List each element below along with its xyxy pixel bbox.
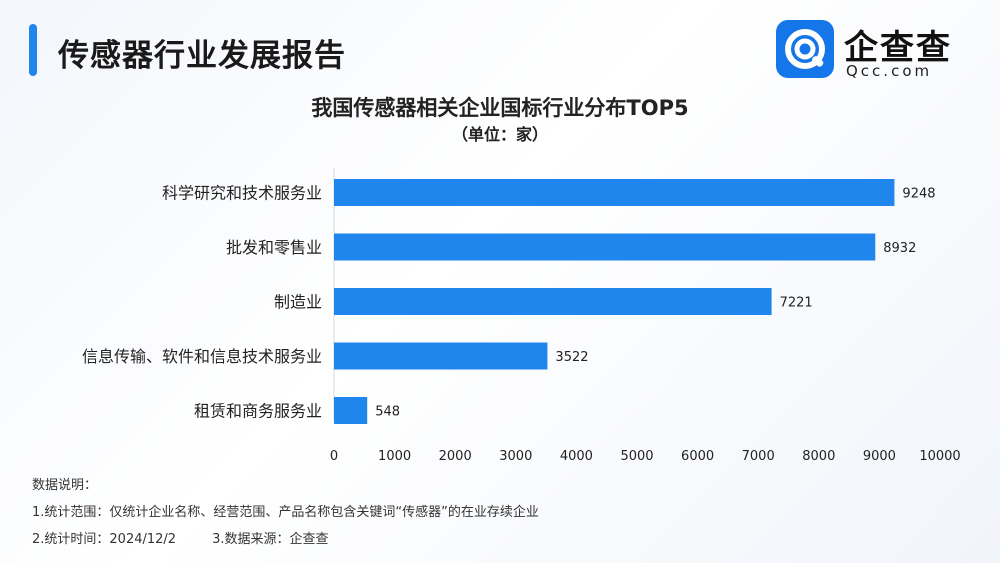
category-label-0: 科学研究和技术服务业 xyxy=(162,184,322,203)
category-label-4: 租赁和商务服务业 xyxy=(194,402,322,421)
data-label-4: 548 xyxy=(375,405,400,420)
notes-heading: 数据说明： xyxy=(32,478,98,493)
data-label-0: 9248 xyxy=(902,187,935,202)
bar-2 xyxy=(334,288,772,315)
x-tick-label-7: 7000 xyxy=(742,449,775,464)
logo-domain: Qcc.com xyxy=(846,62,933,80)
x-tick-label-6: 6000 xyxy=(681,449,714,464)
x-tick-label-2: 2000 xyxy=(439,449,472,464)
qcc-logo: 企查查 Qcc.com xyxy=(776,20,966,82)
notes-source: 3.数据来源：企查查 xyxy=(212,532,329,547)
bar-1 xyxy=(334,233,876,261)
data-label-3: 3522 xyxy=(555,350,588,365)
x-tick-label-9: 9000 xyxy=(863,449,896,464)
notes-time: 2.统计时间：2024/12/2 xyxy=(32,532,177,547)
category-label-1: 批发和零售业 xyxy=(226,238,322,257)
x-tick-label-1: 1000 xyxy=(378,449,411,464)
data-label-1: 8932 xyxy=(883,241,916,256)
bar-3 xyxy=(334,342,548,370)
x-tick-label-8: 8000 xyxy=(802,449,835,464)
x-tick-label-10: 10000 xyxy=(919,449,960,464)
category-label-3: 信息传输、软件和信息技术服务业 xyxy=(82,347,322,366)
chart-subtitle: （单位：家） xyxy=(451,125,548,144)
bar-0 xyxy=(334,179,895,206)
title-accent-bar xyxy=(29,24,37,76)
qcc-logo-icon xyxy=(776,20,834,78)
x-tick-label-4: 4000 xyxy=(560,449,593,464)
chart-title: 我国传感器相关企业国标行业分布TOP5 xyxy=(311,96,689,120)
report-title: 传感器行业发展报告 xyxy=(58,38,346,74)
notes-scope: 1.统计范围：仅统计企业名称、经营范围、产品名称包含关键词“传感器”的在业存续企… xyxy=(32,505,539,520)
category-label-2: 制造业 xyxy=(274,293,322,312)
bar-4 xyxy=(334,397,368,424)
data-notes: 数据说明： 1.统计范围：仅统计企业名称、经营范围、产品名称包含关键词“传感器”… xyxy=(32,478,539,559)
notes-time-source: 2.统计时间：2024/12/2 3.数据来源：企查查 xyxy=(32,532,539,559)
x-tick-label-5: 5000 xyxy=(620,449,653,464)
logo-name: 企查查 xyxy=(844,28,952,68)
x-tick-label-3: 3000 xyxy=(499,449,532,464)
x-tick-label-0: 0 xyxy=(330,449,338,464)
data-label-2: 7221 xyxy=(780,296,813,311)
